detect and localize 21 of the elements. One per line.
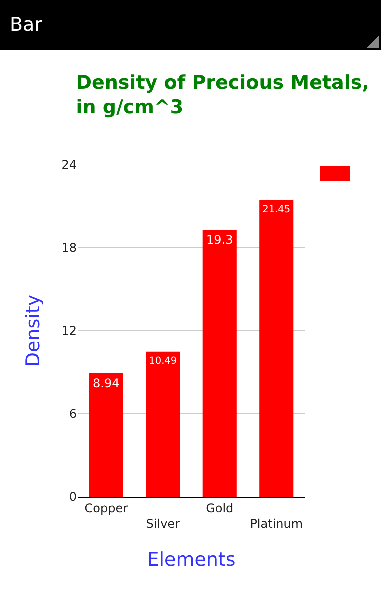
y-axis-title: Density xyxy=(22,294,45,368)
x-tick-label: Platinum xyxy=(250,517,304,531)
data-label: 8.94 xyxy=(93,376,120,390)
x-tick-label: Copper xyxy=(84,501,128,516)
bar xyxy=(260,200,294,497)
x-axis-title: Elements xyxy=(147,548,236,571)
y-tick-label: 0 xyxy=(69,490,77,504)
chart-title: Density of Precious Metals, in g/cm^3 xyxy=(76,72,370,119)
data-label: 10.49 xyxy=(149,356,178,367)
y-tick-label: 12 xyxy=(62,324,77,338)
data-label: 21.45 xyxy=(262,204,291,216)
data-label: 19.3 xyxy=(206,233,234,248)
bar xyxy=(146,352,180,497)
bar xyxy=(202,230,237,497)
y-tick-label: 24 xyxy=(62,158,77,172)
text: Bar xyxy=(10,14,42,36)
bar xyxy=(89,373,124,497)
y-tick-label: 18 xyxy=(62,241,77,256)
y-tick-label: 6 xyxy=(69,407,77,422)
x-tick-label: Gold xyxy=(206,501,234,516)
x-tick-label: Silver xyxy=(146,517,180,531)
